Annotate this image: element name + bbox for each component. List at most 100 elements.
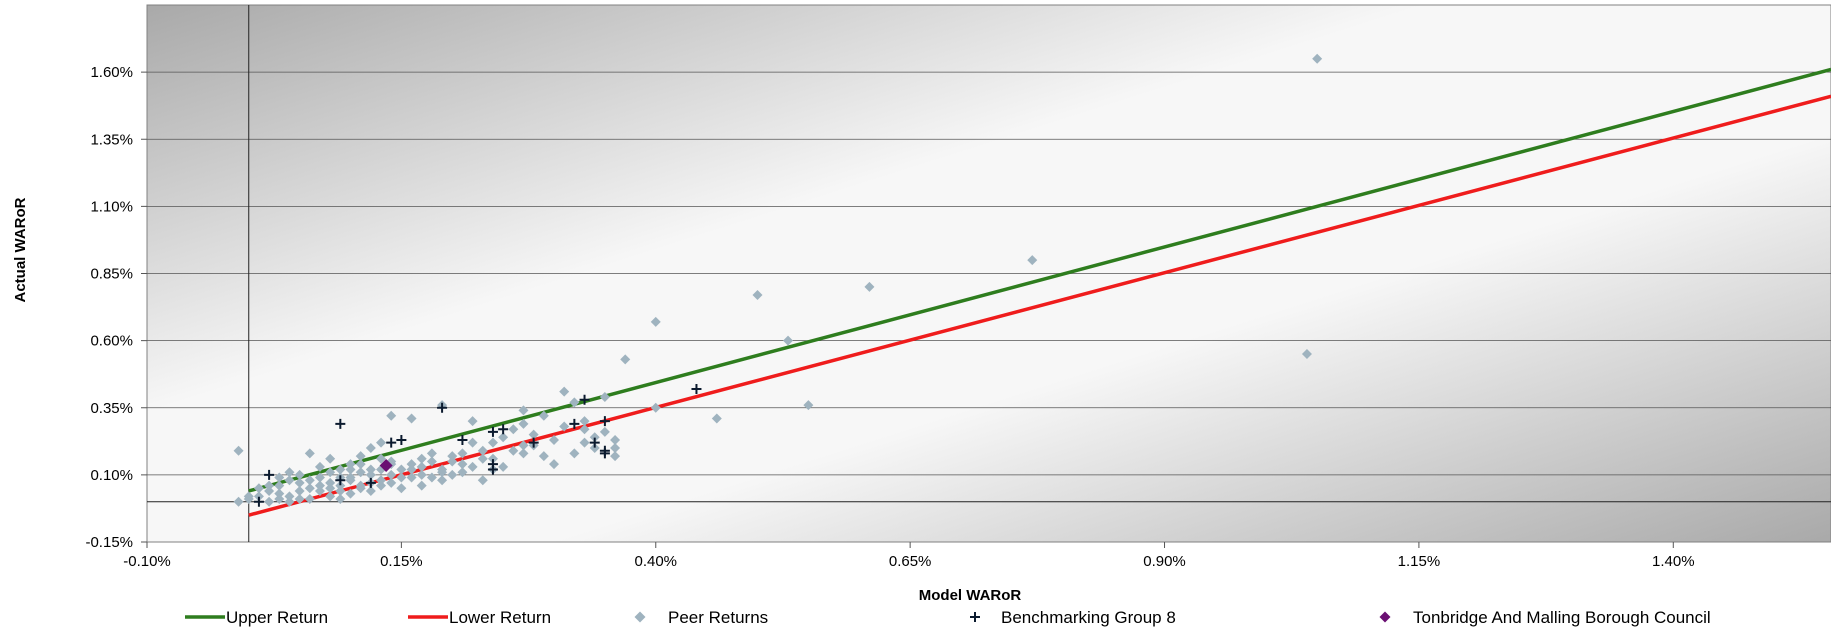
peer-returns-point [711,413,722,424]
peer-returns-point [365,485,376,496]
peer-returns-point [294,485,305,496]
peer-returns-point [264,496,275,507]
peer-returns-point [508,445,519,456]
peer-returns-point [447,451,458,462]
peer-returns-point [314,485,325,496]
peer-returns-point [253,483,264,494]
legend-swatch [970,612,980,622]
legend-item-lower-return: Lower Return [408,608,551,627]
peer-returns-point [426,456,437,467]
benchmarking-group-8-point [498,424,509,435]
peer-returns-point [335,480,346,491]
peer-returns-point [355,451,366,462]
benchmarking-group-8-point [487,464,498,475]
peer-returns-point [579,424,590,435]
peer-returns-point [284,475,295,486]
peer-returns-point [325,477,336,488]
peer-returns-point [559,421,570,432]
lower-return-line [248,94,1831,517]
peer-returns-point [304,475,315,486]
y-tick-label: 1.10% [90,198,133,215]
benchmarking-group-8-point [264,469,275,480]
peer-returns-point [803,400,814,411]
peer-returns-point [345,475,356,486]
legend-item-tonbridge-and-malling-borough-council: Tonbridge And Malling Borough Council [1379,608,1711,627]
legend-item-peer-returns: Peer Returns [634,608,768,627]
peer-returns-point [569,397,580,408]
legend-label: Benchmarking Group 8 [1001,608,1176,627]
peer-returns-point [355,483,366,494]
peer-returns-point [274,480,285,491]
y-tick-label: 1.60% [90,64,133,81]
peer-returns-point [264,480,275,491]
peer-returns-point [294,477,305,488]
peer-returns-point [396,472,407,483]
peer-returns-point [365,443,376,454]
legend-item-upper-return: Upper Return [185,608,328,627]
benchmarking-group-8-point [253,496,264,507]
peer-returns-point [610,443,621,454]
y-tick-label: 1.35% [90,131,133,148]
tick-labels: -0.15% 0.10% 0.35% 0.60% 0.85% 1.10% 1.35% 1.60… [85,64,1694,570]
y-tick-label: 0.10% [90,467,133,484]
peer-returns-point [579,416,590,427]
peer-returns-point [518,405,529,416]
peer-returns-point [345,464,356,475]
peer-returns-point [528,429,539,440]
peer-returns-point [416,469,427,480]
peer-returns-point [325,453,336,464]
peer-returns-point [569,448,580,459]
peer-returns-point [325,491,336,502]
x-tick-label: 0.90% [1143,553,1186,570]
peer-returns-point [304,483,315,494]
peer-returns-point [335,485,346,496]
peer-returns-point [538,451,549,462]
legend-swatch [1379,611,1391,623]
peer-returns-point [386,469,397,480]
peer-returns-point [549,434,560,445]
legend-swatch [634,611,646,623]
peer-returns-point [406,464,417,475]
peer-returns-point [243,491,254,502]
gridlines [147,71,1831,476]
peer-returns-point [416,461,427,472]
axes [141,5,1831,548]
peer-returns-point [1027,255,1038,266]
peer-returns-point [783,335,794,346]
peer-returns-point [355,467,366,478]
peer-returns-point [284,496,295,507]
peer-returns-point [345,488,356,499]
peer-returns-point [365,469,376,480]
peer-returns-point [752,289,763,300]
y-tick-label: 0.35% [90,400,133,417]
peer-returns-point [335,464,346,475]
peer-returns-point [304,448,315,459]
peer-returns-point [518,448,529,459]
peer-returns-point [487,437,498,448]
peer-returns-point [477,475,488,486]
peer-returns-point [314,472,325,483]
upper-return-line [248,67,1831,493]
peer-returns-point [1312,53,1323,64]
peer-returns-point [253,491,264,502]
peer-returns-point [396,483,407,494]
peer-returns-point [416,480,427,491]
y-tick-label: -0.15% [85,534,133,551]
benchmarking-group-8-point [528,437,539,448]
x-tick-label: 0.40% [634,553,677,570]
peer-returns-point [264,485,275,496]
y-tick-label: 0.60% [90,333,133,350]
peer-returns-point [650,402,661,413]
peer-returns-point [406,413,417,424]
x-tick-label: 1.15% [1398,553,1441,570]
peer-returns-point [386,410,397,421]
peer-returns-point [274,494,285,505]
peer-returns-point [467,437,478,448]
legend-label: Upper Return [226,608,328,627]
peer-returns-point [620,354,631,365]
benchmarking-group-8-point [589,437,600,448]
benchmarking-group-8-point [457,434,468,445]
peer-returns-point [314,480,325,491]
benchmarking-group-8-point [335,475,346,486]
peer-returns-point [864,281,875,292]
